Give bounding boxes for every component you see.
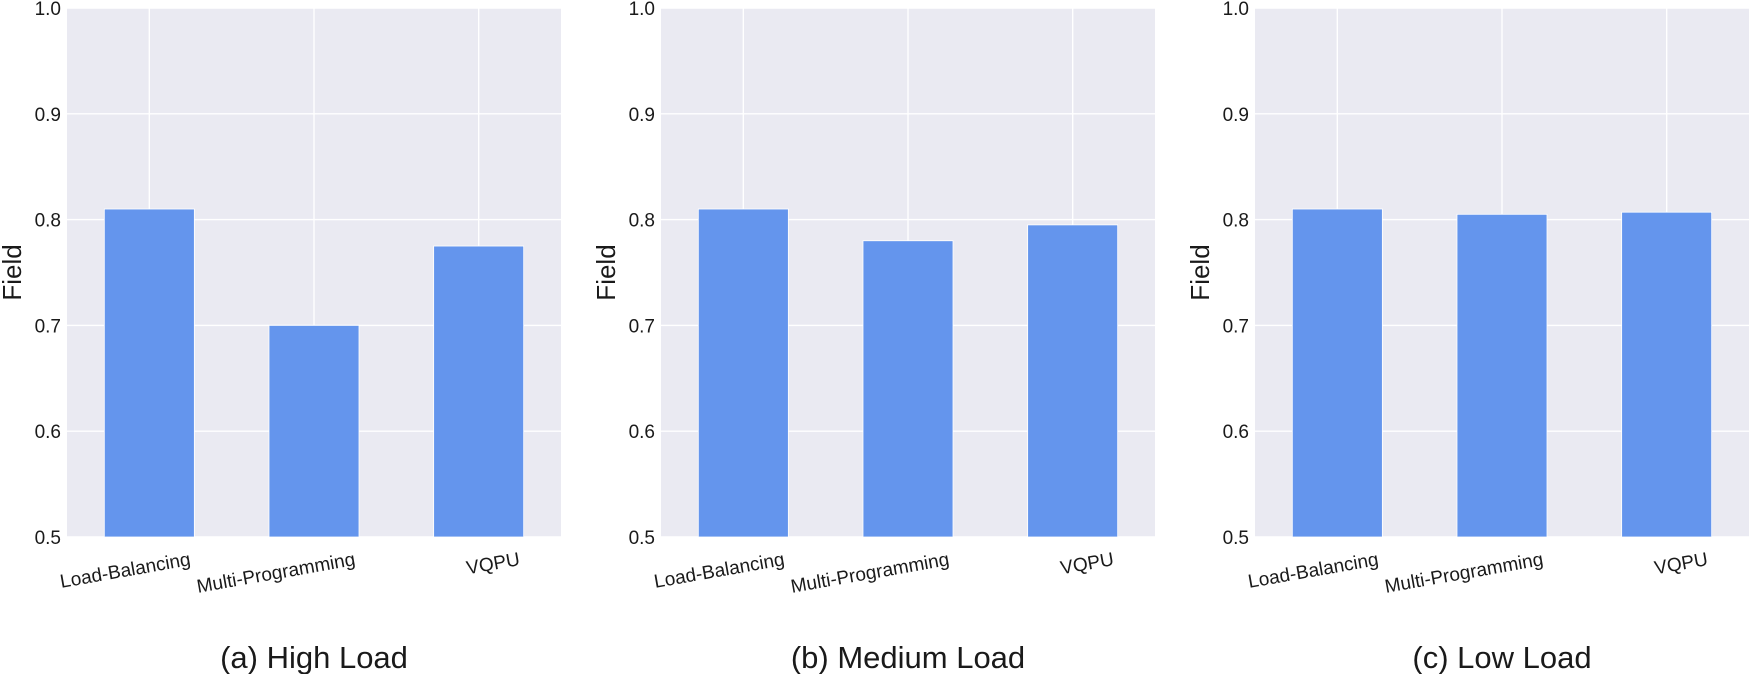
y-tick-label: 0.5 xyxy=(1223,528,1249,549)
x-tick-label: Load-Balancing xyxy=(653,549,787,593)
bar-vqpu xyxy=(1027,224,1119,538)
y-axis-label: Field xyxy=(1185,244,1215,300)
y-tick-label: 0.5 xyxy=(629,528,655,549)
y-tick-label: 0.6 xyxy=(629,422,655,443)
x-tick-label: Load-Balancing xyxy=(1247,549,1381,593)
panel-caption: (c) Low Load xyxy=(1412,640,1591,674)
chart-panel-1: 0.5 0.6 0.7 0.8 0.9 1.0 Load-Balancing Multi-Pr… xyxy=(0,0,561,674)
y-tick-label: 1.0 xyxy=(629,0,655,20)
y-tick-label: 0.8 xyxy=(1223,211,1249,232)
y-tick-label: 0.6 xyxy=(1223,422,1249,443)
bar-load-balancing xyxy=(1291,208,1383,538)
y-tick-label: 0.9 xyxy=(35,105,61,126)
y-tick-label: 0.6 xyxy=(35,422,61,443)
bar-vqpu xyxy=(433,245,525,538)
chart-panel-2: 0.5 0.6 0.7 0.8 0.9 1.0 Load-Balancing Multi-Pr… xyxy=(591,0,1155,674)
x-tick-label: VQPU xyxy=(1653,549,1710,579)
panel-caption: (a) High Load xyxy=(220,640,408,674)
bar-load-balancing xyxy=(103,208,195,538)
y-tick-label: 0.9 xyxy=(629,105,655,126)
y-tick-label: 0.7 xyxy=(35,316,61,337)
y-axis-label: Field xyxy=(591,244,621,300)
y-axis-label: Field xyxy=(0,244,27,300)
x-tick-label: Multi-Programming xyxy=(1383,549,1545,598)
chart-panel-3: 0.5 0.6 0.7 0.8 0.9 1.0 Load-Balancing Multi-Pr… xyxy=(1185,0,1749,674)
x-tick-label: VQPU xyxy=(465,549,522,579)
bar-multi-programming xyxy=(1456,213,1548,538)
x-tick-label: Multi-Programming xyxy=(195,549,357,598)
y-tick-label: 0.8 xyxy=(629,211,655,232)
x-tick-label: Load-Balancing xyxy=(59,549,193,593)
y-tick-label: 0.7 xyxy=(1223,316,1249,337)
y-tick-label: 1.0 xyxy=(35,0,61,20)
y-tick-label: 1.0 xyxy=(1223,0,1249,20)
y-tick-label: 0.9 xyxy=(1223,105,1249,126)
panel-caption: (b) Medium Load xyxy=(791,640,1025,674)
bar-multi-programming xyxy=(268,324,360,538)
y-tick-label: 0.8 xyxy=(35,211,61,232)
bar-load-balancing xyxy=(697,208,789,538)
x-tick-label: Multi-Programming xyxy=(789,549,951,598)
bar-multi-programming xyxy=(862,240,954,538)
bar-vqpu xyxy=(1621,211,1713,538)
y-tick-label: 0.7 xyxy=(629,316,655,337)
x-tick-label: VQPU xyxy=(1059,549,1116,579)
y-tick-label: 0.5 xyxy=(35,528,61,549)
